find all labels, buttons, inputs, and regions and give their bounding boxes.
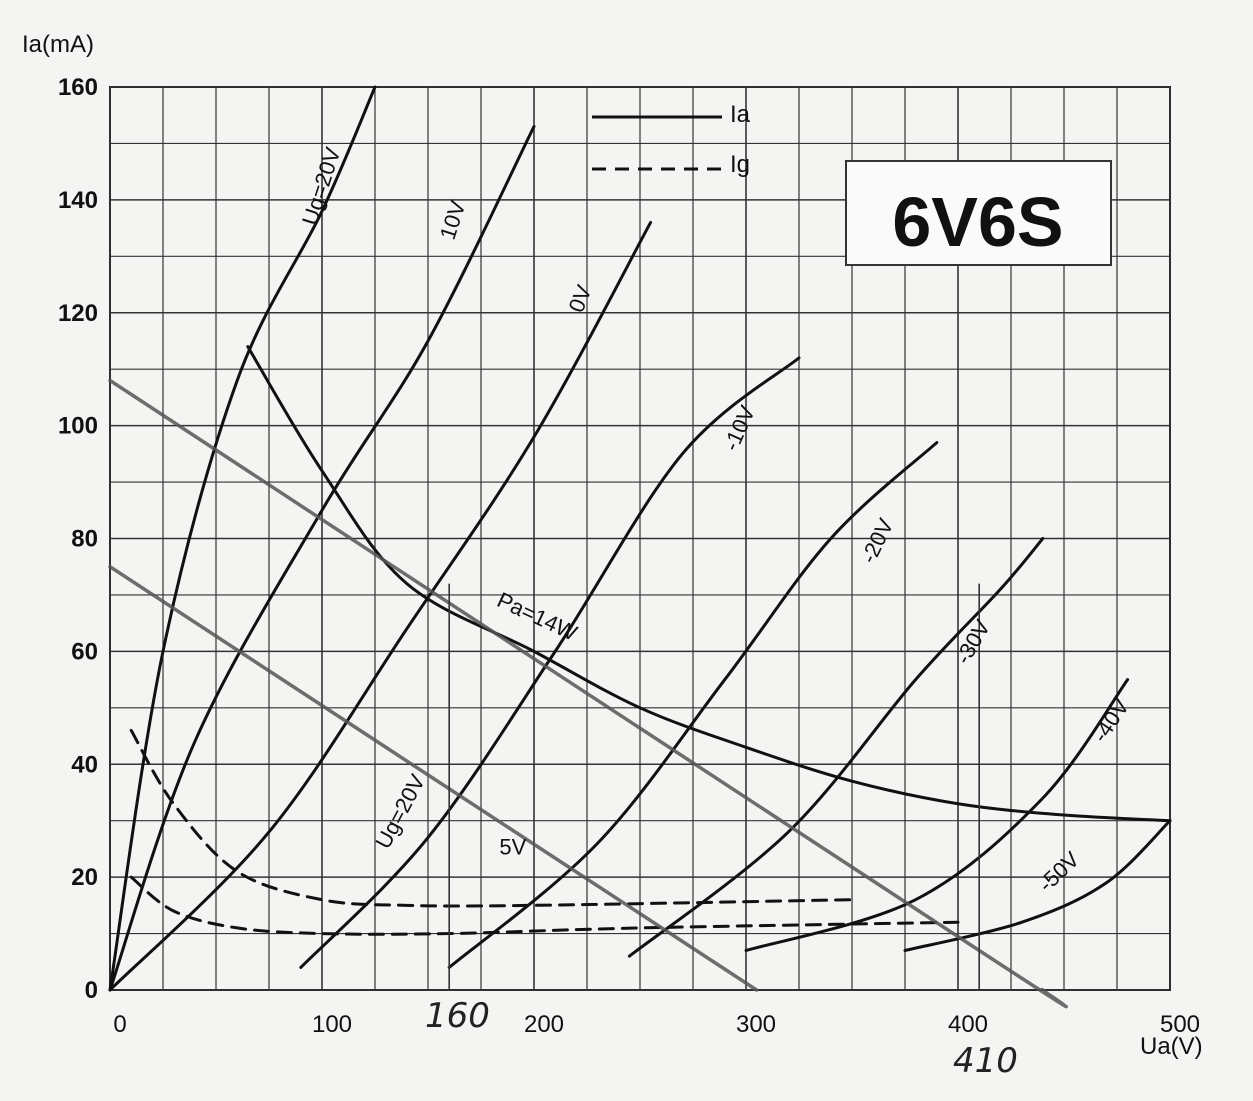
curve-label-ugm30: -30V [950,615,995,668]
curve-label-ugm20: -20V [856,514,899,567]
handwritten-410: 410 [953,1041,1018,1081]
handwritten-160: 160 [425,996,490,1036]
x-tick-label: 400 [948,1011,988,1038]
tick-labels: 0 20 40 60 80 100 120 140 160 0 100 200 300 400 500 [58,74,1200,1038]
chart-title: 6V6S [892,183,1063,261]
curve-ugm10 [299,356,801,969]
x-tick-label: 500 [1160,1011,1200,1038]
curve-ig5 [129,875,960,936]
curve-ugm30 [627,537,1045,958]
curve-ugm20 [447,441,939,969]
curve-ug0 [108,220,653,992]
curve-label-ug20: Ug=20V [297,144,346,228]
y-axis-title: Ia(mA) [22,31,94,58]
curve-label-ugm50: -50V [1033,846,1084,896]
curve-label-ugm40: -40V [1087,694,1134,747]
y-tick-label: 20 [71,864,98,891]
x-tick-label: 200 [524,1011,564,1038]
y-tick-label: 80 [71,526,98,553]
curve-load2 [108,564,759,992]
curves [108,85,1172,1009]
x-axis-title: Ua(V) [1140,1033,1203,1060]
x-tick-label: 300 [736,1011,776,1038]
curve-load1 [108,378,1068,1009]
legend-ia-label: Ia [730,101,751,128]
y-tick-label: 140 [58,187,98,214]
curve-label-ig5: 5V [499,835,526,860]
curve-label-ug10: 10V [435,197,471,242]
curve-ugm50 [903,819,1172,952]
legend-ig-label: Ig [730,151,750,178]
y-tick-label: 160 [58,74,98,101]
curve-label-ug0: 0V [563,281,596,316]
y-tick-label: 40 [71,751,98,778]
curve-ug20 [108,85,377,992]
curve-ig20 [129,728,854,908]
title-box [845,160,1112,266]
legend: Ia Ig [592,101,751,178]
curve-label-ig20: Ug=20V [370,770,430,853]
y-tick-label: 120 [58,300,98,327]
curve-pa14 [246,345,1172,823]
curve-label-ugm10: -10V [718,402,760,455]
y-tick-label: 60 [71,638,98,665]
y-tick-label: 100 [58,413,98,440]
x-tick-label: 100 [312,1011,352,1038]
x-tick-label: 0 [113,1011,126,1038]
grid [109,86,1171,991]
y-tick-label: 0 [85,977,98,1004]
